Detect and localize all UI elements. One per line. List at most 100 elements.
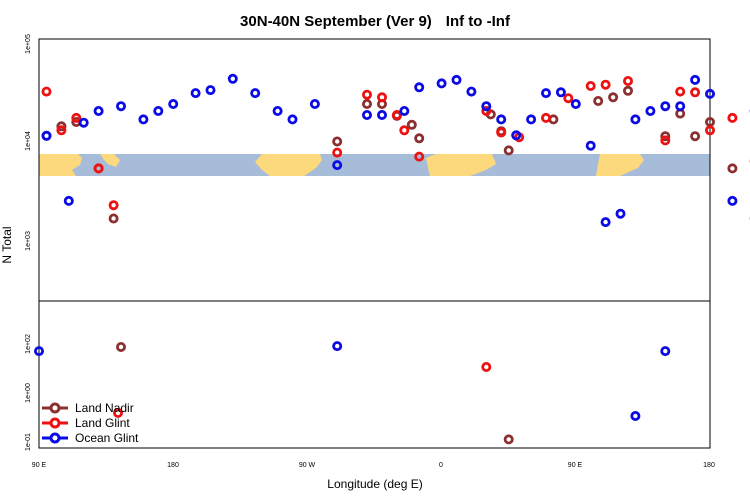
chart-title-main: 30N-40N September (Ver 9) [240, 13, 432, 30]
data-point-ocean-glint-upper [287, 114, 298, 125]
legend-marker [49, 402, 61, 414]
data-point-ocean-glint-upper [227, 73, 238, 84]
data-point-ocean-glint-upper [272, 106, 283, 117]
data-point-ocean-glint-upper [116, 101, 127, 112]
y-tick-label: 1e+05 [25, 34, 32, 54]
data-point-land-nadir-lower [503, 434, 514, 445]
data-point-land-glint-upper [376, 92, 387, 103]
data-point-land-glint-upper [108, 200, 119, 211]
data-point-land-glint-upper [727, 112, 738, 123]
data-point-land-glint-upper [361, 89, 372, 100]
data-point-land-nadir-upper [727, 163, 738, 174]
data-points [34, 73, 750, 445]
data-point-ocean-glint-upper [332, 160, 343, 171]
data-point-ocean-glint-upper [727, 195, 738, 206]
data-point-ocean-glint-upper [414, 82, 425, 93]
data-point-land-nadir-upper [503, 145, 514, 156]
data-point-land-glint-upper [705, 125, 716, 136]
data-point-land-glint-upper [660, 135, 671, 146]
data-point-ocean-glint-upper [250, 88, 261, 99]
x-tick-label: 90 E [32, 462, 47, 469]
data-point-ocean-glint-upper [309, 99, 320, 110]
y-tick-label: 1e+02 [25, 334, 32, 354]
data-point-ocean-glint-upper [361, 110, 372, 121]
data-point-land-glint-upper [690, 87, 701, 98]
data-point-ocean-glint-upper [645, 106, 656, 117]
data-point-ocean-glint-lower [34, 346, 45, 357]
y-tick-label: 1e+03 [25, 231, 32, 251]
legend-label: Ocean Glint [75, 431, 139, 445]
data-point-land-glint-upper [623, 76, 634, 87]
data-point-land-nadir-upper [332, 136, 343, 147]
data-point-ocean-glint-upper [190, 88, 201, 99]
legend-label: Land Nadir [75, 401, 134, 415]
data-point-land-nadir-upper [660, 131, 671, 142]
data-point-ocean-glint-lower [660, 346, 671, 357]
data-point-land-glint-upper [585, 81, 596, 92]
map-land-africa-europe [426, 154, 496, 176]
data-point-land-glint-upper [563, 93, 574, 104]
x-tick-label: 180 [703, 462, 715, 469]
data-point-ocean-glint-upper [615, 208, 626, 219]
data-point-land-glint-upper [600, 79, 611, 90]
x-tick-label: 180 [167, 462, 179, 469]
data-point-ocean-glint-upper [541, 88, 552, 99]
legend-entry-ocean-glint: Ocean Glint [42, 431, 139, 445]
data-point-ocean-glint-upper [376, 110, 387, 121]
data-point-ocean-glint-upper [675, 101, 686, 112]
data-point-land-glint-upper [41, 86, 52, 97]
chart-title-range: Inf to -Inf [446, 13, 511, 30]
x-tick-label: 90 W [299, 462, 316, 469]
data-point-land-nadir-upper [623, 85, 634, 96]
y-tick-label: 1e+00 [25, 383, 32, 403]
legend-label: Land Glint [75, 416, 130, 430]
legend: Land Nadir Land Glint Ocean Glint [42, 401, 139, 445]
data-point-land-glint-upper [414, 151, 425, 162]
data-point-land-nadir-upper [593, 96, 604, 107]
data-point-ocean-glint-upper [496, 114, 507, 125]
chart-title: 30N-40N September (Ver 9) Inf to -Inf [240, 13, 511, 30]
map-ocean [39, 154, 710, 176]
y-axis-label: N Total [0, 226, 14, 263]
data-point-ocean-glint-upper [466, 86, 477, 97]
data-point-land-glint-lower [113, 407, 124, 418]
data-point-land-glint-upper [541, 112, 552, 123]
data-point-land-glint-upper [332, 147, 343, 158]
map-land-china [100, 154, 120, 167]
data-point-ocean-glint-upper [451, 74, 462, 85]
data-point-land-glint-upper [93, 163, 104, 174]
legend-marker [49, 417, 61, 429]
data-point-land-glint-upper [481, 106, 492, 117]
y-axis-upper: 1e+03 1e+04 1e+05 [25, 34, 32, 251]
data-point-land-glint-lower [481, 361, 492, 372]
data-point-land-nadir-upper [608, 92, 619, 103]
data-point-land-glint-upper [391, 110, 402, 121]
data-point-ocean-glint-upper [41, 130, 52, 141]
map-land-asia [596, 154, 644, 176]
data-point-ocean-glint-lower [630, 410, 641, 421]
data-point-ocean-glint-upper [436, 78, 447, 89]
data-point-land-nadir-upper [414, 133, 425, 144]
data-point-ocean-glint-upper [481, 101, 492, 112]
data-point-land-glint-upper [675, 86, 686, 97]
y-tick-label: 1e+04 [25, 131, 32, 151]
data-point-land-nadir-upper [361, 99, 372, 110]
lower-panel-frame [38, 300, 711, 449]
data-point-land-nadir-lower [116, 341, 127, 352]
data-point-ocean-glint-upper [660, 101, 671, 112]
data-point-ocean-glint-upper [690, 74, 701, 85]
y-tick-label: 1e-01 [25, 433, 32, 451]
data-point-ocean-glint-upper [511, 130, 522, 141]
map-strip [39, 154, 710, 176]
legend-entry-land-glint: Land Glint [42, 416, 130, 430]
data-point-ocean-glint-upper [585, 140, 596, 151]
map-land-eurasia-west [39, 154, 82, 176]
data-point-ocean-glint-upper [205, 85, 216, 96]
data-point-ocean-glint-upper [153, 106, 164, 117]
data-point-land-nadir-upper [406, 119, 417, 130]
data-point-ocean-glint-upper [555, 87, 566, 98]
map-land-north-america [255, 154, 322, 176]
data-point-ocean-glint-upper [526, 114, 537, 125]
data-point-land-glint-upper [56, 125, 67, 136]
